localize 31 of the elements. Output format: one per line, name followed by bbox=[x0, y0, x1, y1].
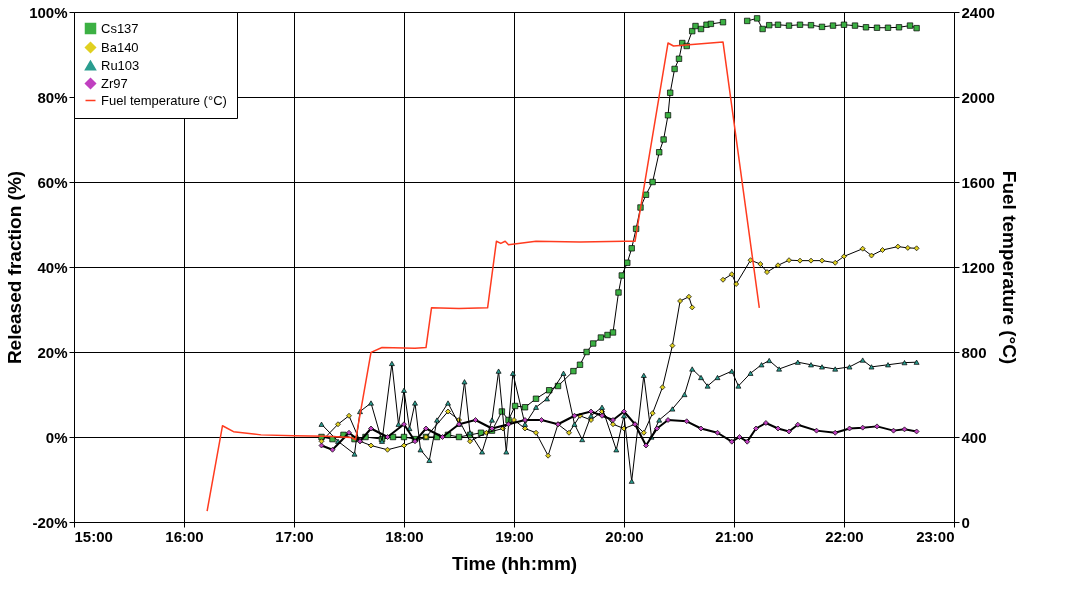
x-tick-label: 16:00 bbox=[165, 527, 204, 545]
x-tick-label: 21:00 bbox=[715, 527, 754, 545]
x-tick-label: 19:00 bbox=[495, 527, 534, 545]
legend-label: Cs137 bbox=[101, 20, 139, 36]
y2-tick-label: 1200 bbox=[961, 258, 995, 276]
x-tick-label: 15:00 bbox=[74, 527, 113, 545]
y2-tick-label: 0 bbox=[961, 513, 970, 531]
y-tick-label: -20% bbox=[32, 513, 68, 531]
legend-label: Zr97 bbox=[101, 75, 128, 91]
y-tick-label: 0% bbox=[45, 428, 68, 446]
x-tick-label: 20:00 bbox=[605, 527, 644, 545]
y2-tick-label: 400 bbox=[961, 428, 987, 446]
y2-tick-label: 1600 bbox=[961, 173, 995, 191]
y2-tick-label: 800 bbox=[961, 343, 987, 361]
legend-label: Ru103 bbox=[101, 57, 140, 73]
y2-tick-label: 2400 bbox=[961, 3, 995, 21]
y-tick-label: 40% bbox=[37, 258, 68, 276]
legend-label: Ba140 bbox=[101, 39, 139, 55]
x-axis-title: Time (hh:mm) bbox=[451, 552, 578, 574]
y-tick-label: 100% bbox=[29, 3, 68, 21]
x-tick-label: 22:00 bbox=[825, 527, 864, 545]
y-tick-label: 80% bbox=[37, 88, 68, 106]
x-tick-label: 18:00 bbox=[385, 527, 424, 545]
y-axis-title: Released fraction (%) bbox=[4, 170, 26, 365]
legend-label: Fuel temperature (°C) bbox=[101, 92, 227, 108]
y-tick-label: 60% bbox=[37, 173, 68, 191]
y2-tick-label: 2000 bbox=[961, 88, 995, 106]
y2-axis-title: Fuel temperature (°C) bbox=[998, 170, 1020, 365]
x-tick-label: 23:00 bbox=[916, 527, 955, 545]
y-tick-label: 20% bbox=[37, 343, 68, 361]
x-tick-label: 17:00 bbox=[275, 527, 314, 545]
